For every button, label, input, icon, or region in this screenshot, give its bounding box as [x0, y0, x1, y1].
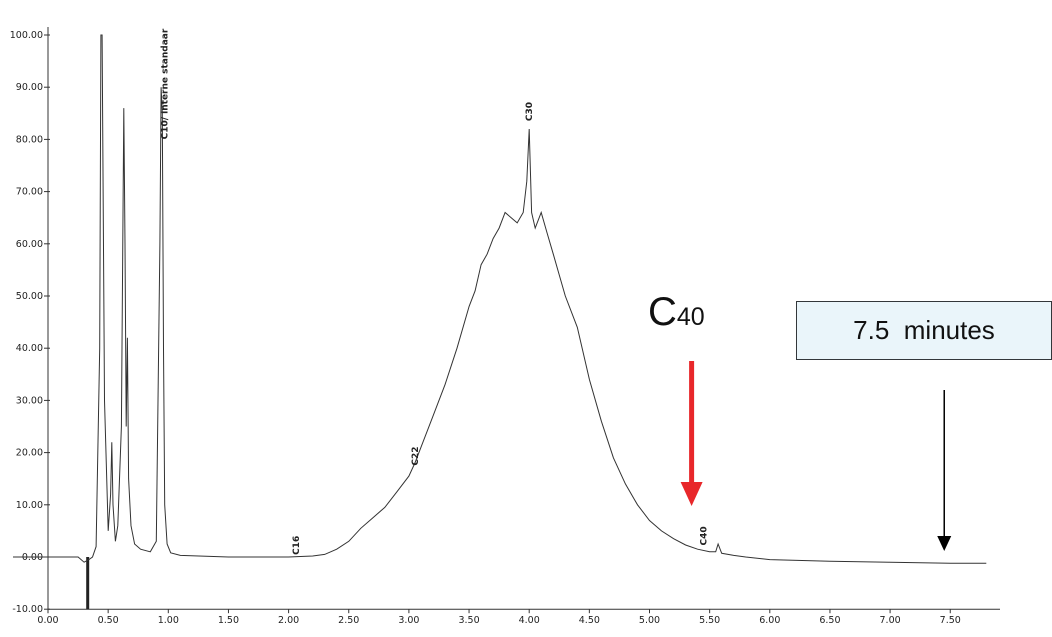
- y-tick-label: 40.00: [16, 343, 43, 354]
- end-time-box: 7.5 minutes: [796, 301, 1052, 360]
- x-tick-label: 4.00: [519, 615, 540, 626]
- x-tick-label: 7.00: [880, 615, 901, 626]
- y-tick-label: 10.00: [16, 500, 43, 511]
- y-tick-label: -10.00: [12, 604, 43, 615]
- c40-main: C: [648, 290, 677, 334]
- x-tick-label: 3.00: [398, 615, 419, 626]
- x-tick-label: 5.50: [699, 615, 720, 626]
- c40-callout: C40: [648, 290, 705, 335]
- x-tick-label: 4.50: [579, 615, 600, 626]
- x-tick-label: 2.00: [278, 615, 299, 626]
- peak-annotations: C10/ interne standaar C16 C22 C30 C40: [161, 28, 710, 555]
- y-tick-label: 70.00: [16, 187, 43, 198]
- y-tick-label: 30.00: [16, 395, 43, 406]
- x-tick-label: 3.50: [458, 615, 479, 626]
- x-tick-label: 0.50: [98, 615, 119, 626]
- y-tick-label: 50.00: [16, 291, 43, 302]
- y-tick-label: 80.00: [16, 134, 43, 145]
- x-tick-label: 1.50: [218, 615, 239, 626]
- peak-label: C10/ interne standaar: [161, 28, 171, 139]
- chromatogram-trace: [48, 34, 987, 564]
- peak-label: C16: [292, 536, 302, 555]
- y-tick-label: 90.00: [16, 82, 43, 93]
- x-tick-label: 1.00: [158, 615, 179, 626]
- peak-label: C40: [700, 526, 710, 545]
- y-tick-label: 60.00: [16, 239, 43, 250]
- end-time-label: 7.5 minutes: [853, 315, 995, 345]
- peak-label: C22: [411, 447, 421, 466]
- y-tick-label: 20.00: [16, 448, 43, 459]
- x-tick-label: 5.00: [639, 615, 660, 626]
- arrows: [680, 361, 952, 551]
- axes-layer: -10.000.00 10.00 20.00 30.00 40.00 50.00 60.00…: [10, 27, 1000, 626]
- x-tick-label: 2.50: [338, 615, 359, 626]
- x-tick-label: 6.00: [759, 615, 780, 626]
- x-tick-label: 0.00: [37, 615, 58, 626]
- y-tick-label: 100.00: [10, 30, 43, 41]
- x-tick-label: 7.50: [940, 615, 961, 626]
- x-tick-label: 6.50: [819, 615, 840, 626]
- c40-subscript: 40: [676, 303, 705, 331]
- black-arrow-head: [937, 536, 952, 551]
- red-arrow-head: [680, 482, 703, 506]
- peak-label: C30: [525, 102, 535, 121]
